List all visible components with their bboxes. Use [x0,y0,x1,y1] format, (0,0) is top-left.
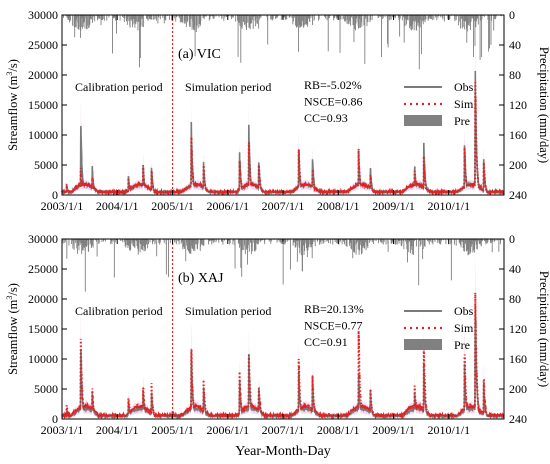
y-left-tick-label: 20000 [28,68,58,82]
y-left-axis-label: Streamflow (m3/s) [5,283,20,375]
legend-sim-label: Sim [454,97,474,111]
x-tick-label: 2005/1/1 [151,199,194,213]
y-left-tick-label: 25000 [28,262,58,276]
legend-pre-label: Pre [454,114,470,128]
y-left-tick-label: 25000 [28,38,58,52]
uncertainty-band [62,27,504,194]
calibration-period-label: Calibration period [75,80,163,94]
x-tick-label: 2004/1/1 [96,423,139,437]
legend-pre-swatch [404,115,442,126]
y-right-tick-label: 80 [509,292,521,306]
metric-text: NSCE=0.77 [304,319,362,333]
chart-panel-a: 0 5000 10000 15000 20000 25000 30000 0 40 80 120 16… [5,8,550,213]
metric-text: RB=-5.02% [304,78,362,92]
y-right-axis-label: Precipitation (mm/day) [537,271,550,387]
y-right-tick-label: 160 [509,352,527,366]
legend-pre-label: Pre [454,338,470,352]
y-left-axis-label-tail: /s) [6,59,20,72]
x-tick-label: 2010/1/1 [427,423,470,437]
x-tick-label: 2009/1/1 [372,199,415,213]
x-tick-label: 2006/1/1 [206,423,249,437]
precipitation-bars [61,239,504,292]
x-tick-label: 2003/1/1 [41,423,84,437]
x-tick-label: 2004/1/1 [96,199,139,213]
y-right-tick-label: 0 [509,232,515,246]
metric-text: CC=0.93 [304,111,348,125]
metric-text: CC=0.91 [304,335,348,349]
legend-obs-label: Obs [454,304,474,318]
x-tick-label: 2005/1/1 [151,423,194,437]
x-tick-label: 2006/1/1 [206,199,249,213]
x-tick-label: 2003/1/1 [41,199,84,213]
y-right-tick-label: 40 [509,262,521,276]
y-left-tick-label: 15000 [28,98,58,112]
y-left-tick-label: 20000 [28,292,58,306]
y-left-tick-label: 10000 [28,128,58,142]
y-left-tick-label: 5000 [34,158,58,172]
y-left-tick-label: 30000 [28,232,58,246]
simulation-period-label: Simulation period [185,80,271,94]
chart-panel-b: 0 5000 10000 15000 20000 25000 30000 0 40 80 120 16… [5,232,550,459]
series-sim-line [61,82,505,197]
y-left-axis-label-main: Streamflow (m [6,75,20,151]
precipitation-bars [62,15,503,70]
y-left-axis-label-sup: 3 [5,72,14,76]
y-right-tick-label: 40 [509,38,521,52]
y-right-tick-label: 160 [509,128,527,142]
legend-sim-label: Sim [454,321,474,335]
y-left-tick-label: 5000 [34,382,58,396]
y-right-tick-label: 200 [509,382,527,396]
y-left-tick-label: 10000 [28,352,58,366]
y-right-axis-label: Precipitation (mm/day) [537,47,550,163]
metric-text: NSCE=0.86 [304,95,362,109]
y-left-axis-label-tail: /s) [6,283,20,296]
legend-obs-label: Obs [454,80,474,94]
x-tick-label: 2009/1/1 [372,423,415,437]
y-right-tick-label: 200 [509,158,527,172]
x-tick-label: 2007/1/1 [262,423,305,437]
panel-label: (b) XAJ [178,271,224,286]
y-left-tick-label: 30000 [28,8,58,22]
calibration-period-label: Calibration period [75,304,163,318]
y-right-tick-label: 0 [509,8,515,22]
plot-frame [61,14,505,196]
simulation-period-label: Simulation period [185,304,271,318]
metric-text: RB=20.13% [304,302,364,316]
panel-label: (a) VIC [178,47,221,62]
y-right-tick-label: 120 [509,98,527,112]
x-axis-label: Year-Month-Day [235,444,331,459]
x-tick-label: 2007/1/1 [262,199,305,213]
y-right-tick-label: 80 [509,68,521,82]
y-right-tick-label: 120 [509,322,527,336]
y-left-axis-label-sup: 3 [5,296,14,300]
y-left-tick-label: 0 [52,412,58,426]
y-left-tick-label: 15000 [28,322,58,336]
x-tick-label: 2008/1/1 [317,423,360,437]
legend-pre-swatch [404,339,442,350]
y-right-tick-label: 240 [509,412,527,426]
y-left-tick-label: 0 [52,188,58,202]
x-tick-label: 2010/1/1 [427,199,470,213]
y-left-axis-label-main: Streamflow (m [6,299,20,375]
x-tick-label: 2008/1/1 [317,199,360,213]
y-left-axis-label: Streamflow (m3/s) [5,59,20,151]
y-right-tick-label: 240 [509,188,527,202]
